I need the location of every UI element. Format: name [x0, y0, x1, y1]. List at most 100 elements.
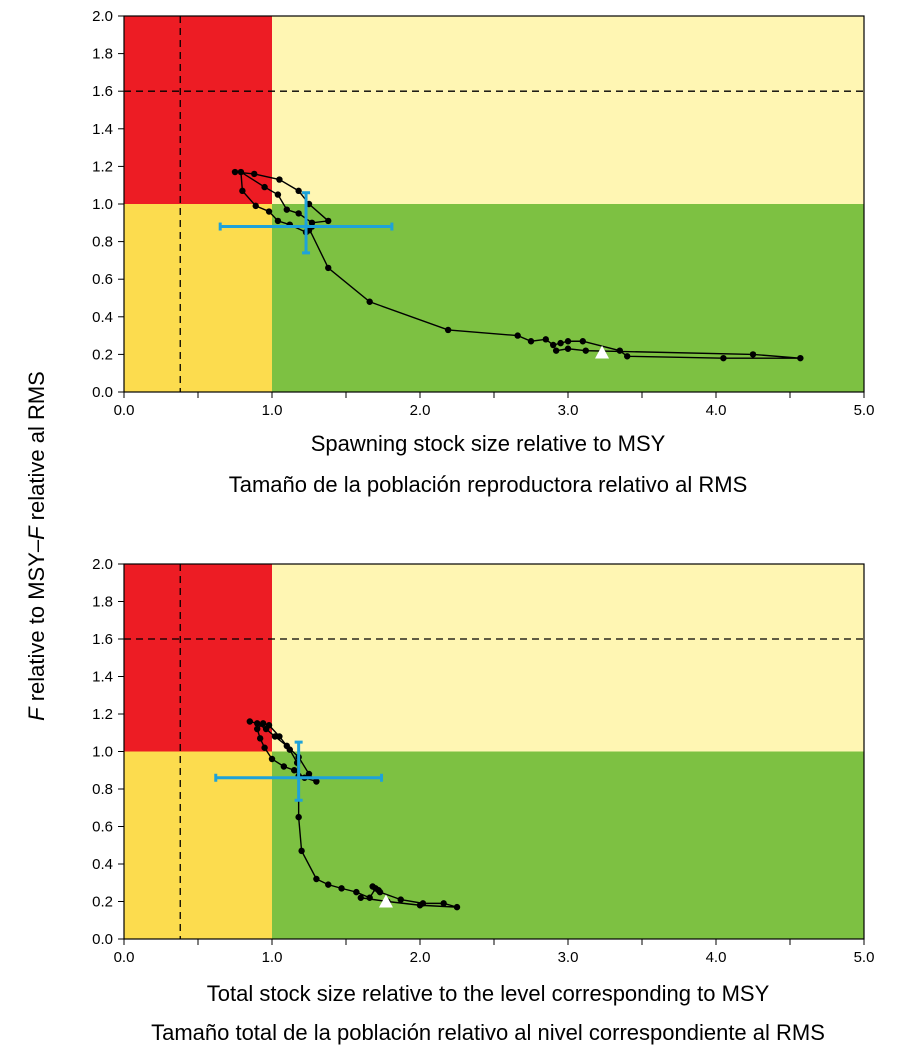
- y-tick-label: 1.2: [92, 706, 113, 723]
- trajectory-point: [550, 341, 557, 349]
- y-tick-label: 1.0: [92, 744, 113, 761]
- y-axis-title-italic-2: F: [24, 525, 49, 540]
- trajectory-point: [325, 217, 332, 225]
- zone-red: [124, 16, 272, 204]
- y-tick-label: 1.8: [92, 594, 113, 611]
- trajectory-point: [252, 202, 259, 210]
- trajectory-point: [254, 725, 261, 733]
- trajectory-point: [542, 336, 549, 343]
- zone-green: [272, 751, 864, 939]
- trajectory-point: [298, 847, 305, 855]
- trajectory-point: [325, 881, 332, 888]
- y-tick-label: 2.0: [92, 556, 113, 573]
- x-tick-label: 4.0: [706, 402, 727, 419]
- trajectory-point: [749, 351, 757, 358]
- y-tick-label: 0.2: [92, 346, 113, 363]
- trajectory-point: [397, 896, 404, 903]
- x-axis-title-spanish: Tamaño de la población reproductora rela…: [229, 472, 748, 497]
- trajectory-point: [582, 347, 589, 354]
- x-tick-label: 5.0: [854, 402, 875, 419]
- trajectory-point: [295, 813, 302, 821]
- x-tick-label: 0.0: [114, 402, 135, 419]
- current-point-marker: [595, 345, 610, 359]
- x-tick-label: 2.0: [410, 949, 431, 966]
- y-axis-title-text-2: relative al RMS: [24, 371, 49, 526]
- trajectory-point: [231, 168, 239, 176]
- x-tick-label: 5.0: [854, 949, 875, 966]
- trajectory-point: [313, 875, 320, 883]
- trajectory-point: [444, 326, 452, 334]
- trajectory-point: [453, 903, 461, 911]
- y-axis-title: F relative to MSY–F relative al RMS: [24, 371, 49, 721]
- trajectory-point: [440, 900, 447, 907]
- trajectory-point: [295, 210, 302, 217]
- trajectory-point: [325, 264, 332, 272]
- y-axis-title-text-1: relative to MSY–: [24, 539, 49, 707]
- trajectory-point: [271, 733, 279, 740]
- x-tick-label: 0.0: [114, 949, 135, 966]
- trajectory-point: [564, 338, 572, 345]
- trajectory-point: [514, 332, 521, 339]
- trajectory-point: [564, 345, 572, 352]
- y-tick-label: 1.4: [92, 121, 113, 138]
- x-axis-title: Spawning stock size relative to MSY: [311, 431, 666, 456]
- trajectory-point: [251, 170, 258, 178]
- trajectory-point: [295, 187, 302, 195]
- x-tick-label: 4.0: [706, 949, 727, 966]
- trajectory-point: [720, 354, 727, 362]
- y-axis-title-italic-1: F: [24, 706, 49, 721]
- chart-panel-spawning: 0.0 1.0 2.0 3.0 4.0 5.0 0.0 0.2 0.4 0.6 0.8 1.0 1.2 1…: [92, 8, 874, 497]
- trajectory-point: [265, 722, 273, 729]
- x-axis-title: Total stock size relative to the level c…: [207, 981, 770, 1006]
- x-tick-label: 3.0: [558, 402, 579, 419]
- current-point-marker: [378, 894, 393, 908]
- trajectory-point: [259, 720, 267, 727]
- y-tick-label: 0.0: [92, 931, 113, 948]
- trajectory-point: [557, 339, 564, 347]
- zone-light-yellow: [272, 16, 864, 204]
- y-tick-label: 1.6: [92, 631, 113, 648]
- trajectory-point: [261, 744, 268, 751]
- trajectory-point: [274, 217, 282, 225]
- y-tick-label: 1.2: [92, 158, 113, 175]
- trajectory-point: [338, 885, 345, 892]
- trajectory-point: [366, 298, 373, 305]
- zone-green: [272, 204, 864, 392]
- trajectory-point: [797, 354, 804, 362]
- x-tick-label: 1.0: [262, 949, 283, 966]
- y-tick-label: 0.8: [92, 781, 113, 798]
- trajectory-point: [579, 338, 586, 345]
- zone-yellow: [124, 751, 272, 939]
- trajectory-point: [237, 168, 245, 176]
- y-tick-label: 1.4: [92, 669, 113, 686]
- trajectory-point: [291, 767, 298, 774]
- trajectory-point: [274, 191, 282, 198]
- x-tick-label: 2.0: [410, 402, 431, 419]
- y-tick-label: 2.0: [92, 8, 113, 25]
- y-tick-label: 0.6: [92, 819, 113, 836]
- trajectory-point: [276, 176, 283, 183]
- trajectory-point: [366, 894, 373, 901]
- trajectory-point: [552, 347, 560, 354]
- trajectory-point: [261, 183, 268, 191]
- trajectory-point: [376, 888, 384, 896]
- x-tick-label: 1.0: [262, 402, 283, 419]
- y-tick-label: 1.8: [92, 46, 113, 63]
- x-tick-label: 3.0: [558, 949, 579, 966]
- y-tick-label: 1.6: [92, 83, 113, 100]
- trajectory-point: [416, 902, 424, 909]
- y-tick-label: 1.0: [92, 196, 113, 213]
- y-tick-label: 0.6: [92, 271, 113, 288]
- trajectory-point: [313, 778, 320, 785]
- x-axis-title-spanish: Tamaño total de la población relativo al…: [151, 1020, 825, 1045]
- trajectory-point: [527, 338, 535, 345]
- trajectory-point: [353, 888, 360, 896]
- trajectory-point: [256, 735, 264, 742]
- y-tick-label: 0.0: [92, 384, 113, 401]
- zone-yellow: [124, 204, 272, 392]
- y-tick-label: 0.8: [92, 234, 113, 251]
- y-tick-label: 0.4: [92, 856, 113, 873]
- trajectory-point: [280, 763, 288, 770]
- trajectory-point: [624, 353, 631, 360]
